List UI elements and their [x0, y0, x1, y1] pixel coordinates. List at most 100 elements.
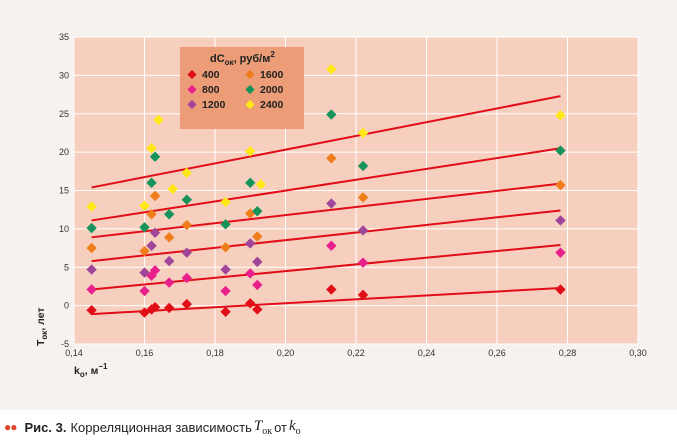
data-point-2400: [167, 183, 178, 195]
data-point-1200: [252, 256, 263, 268]
data-point-800: [555, 247, 566, 258]
data-point-1600: [220, 242, 231, 253]
data-point-1200: [146, 240, 157, 251]
data-point-1600: [149, 190, 161, 202]
legend-marker-400: [187, 69, 197, 80]
data-point-1200: [163, 255, 175, 267]
x-tick-label: 0,18: [206, 348, 224, 358]
data-point-1600: [555, 179, 566, 191]
legend-label-2000: 2000: [260, 84, 284, 96]
data-point-2400: [326, 64, 337, 75]
y-axis-label: Ток, лет: [35, 307, 49, 346]
legend-marker-1200: [187, 99, 197, 110]
data-point-400: [181, 298, 192, 310]
legend-label-400: 400: [202, 69, 220, 81]
data-point-1600: [163, 232, 175, 243]
caption-text: Корреляционная зависимость: [70, 419, 252, 435]
legend-marker-2000: [245, 84, 255, 95]
data-point-1200: [86, 264, 97, 275]
data-point-2000: [163, 209, 175, 220]
caption-var-t: Tок: [253, 417, 273, 437]
data-point-1200: [245, 238, 256, 249]
data-point-1600: [139, 245, 150, 257]
legend-label-800: 800: [202, 84, 220, 96]
legend-items: 400 800 1200 1600 2000 2400: [187, 69, 284, 111]
data-point-400: [252, 304, 263, 315]
data-point-400: [245, 298, 256, 309]
chart: -5 0 5 10 15 20 25 30 35 0,14 0,16 0,18 0,20 0,22 0,24…: [35, 32, 647, 379]
legend-title: dCок, руб/м2: [210, 50, 275, 67]
x-tick-label: 0,30: [629, 348, 647, 358]
caption-prefix: Рис. 3.: [24, 419, 67, 435]
data-point-1600: [326, 153, 337, 164]
data-point-1600: [146, 209, 157, 220]
x-tick-label: 0,16: [136, 348, 154, 358]
data-point-800: [252, 279, 263, 291]
x-tick-label: 0,20: [277, 348, 295, 358]
data-point-800: [149, 265, 161, 276]
data-point-800: [357, 257, 369, 268]
data-point-2400: [220, 196, 231, 208]
data-point-1600: [357, 192, 369, 203]
data-point-2000: [149, 151, 161, 162]
data-point-1200: [357, 225, 369, 236]
data-point-400: [220, 306, 231, 317]
data-point-400: [139, 307, 150, 318]
x-tick-label: 0,26: [488, 348, 506, 358]
y-tick-label: 0: [64, 301, 69, 311]
legend-label-2400: 2400: [260, 99, 284, 111]
data-point-2000: [252, 206, 263, 217]
data-point-1200: [555, 215, 566, 226]
legend-label-1600: 1600: [260, 69, 284, 81]
legend-marker-2400: [245, 99, 255, 110]
data-point-2400: [245, 146, 256, 157]
x-tick-label: 0,24: [418, 348, 436, 358]
y-tick-label: 25: [59, 109, 69, 119]
data-point-400: [149, 301, 161, 313]
data-point-2000: [86, 222, 97, 234]
data-point-2400: [153, 114, 164, 126]
figure-caption: ●● Рис. 3. Корреляционная зависимость Tо…: [0, 416, 303, 438]
x-tick-label: 0,22: [347, 348, 365, 358]
x-tick-label: 0,14: [65, 348, 83, 358]
data-point-2400: [555, 110, 566, 121]
legend-label-1200: 1200: [202, 99, 226, 111]
data-point-800: [181, 272, 192, 284]
data-point-400: [326, 284, 337, 295]
data-point-800: [326, 240, 337, 251]
data-point-2000: [357, 160, 369, 172]
data-point-2400: [255, 179, 267, 190]
y-tick-label: 10: [59, 224, 69, 234]
data-point-2000: [326, 109, 337, 120]
data-point-800: [163, 277, 175, 288]
trend-line-1200: [91, 209, 561, 263]
data-point-2000: [220, 219, 231, 230]
data-point-2000: [181, 194, 192, 205]
data-point-1600: [86, 242, 97, 254]
data-point-1200: [326, 198, 337, 209]
figure-panel: -5 0 5 10 15 20 25 30 35 0,14 0,16 0,18 0,20 0,22 0,24…: [0, 0, 677, 410]
legend-marker-1600: [245, 69, 255, 80]
data-point-2000: [139, 222, 150, 233]
data-point-400: [163, 302, 175, 314]
y-tick-label: 30: [59, 70, 69, 80]
data-point-2400: [357, 127, 369, 139]
trend-line-1600: [91, 182, 561, 239]
data-point-1200: [181, 247, 192, 258]
data-point-800: [139, 285, 150, 297]
legend-marker-800: [187, 84, 197, 95]
y-tick-label: 5: [64, 262, 69, 272]
data-point-1600: [252, 231, 263, 242]
data-point-800: [86, 284, 97, 295]
data-point-2000: [146, 177, 157, 189]
data-point-1600: [181, 219, 192, 231]
data-point-2000: [555, 145, 566, 156]
data-point-2000: [245, 177, 256, 189]
data-point-2400: [181, 167, 192, 179]
data-point-400: [86, 305, 97, 316]
caption-connector: от: [274, 419, 287, 435]
data-point-1200: [220, 264, 231, 275]
data-point-400: [555, 284, 566, 295]
x-tick-label: 0,28: [559, 348, 577, 358]
data-point-2400: [146, 143, 157, 154]
